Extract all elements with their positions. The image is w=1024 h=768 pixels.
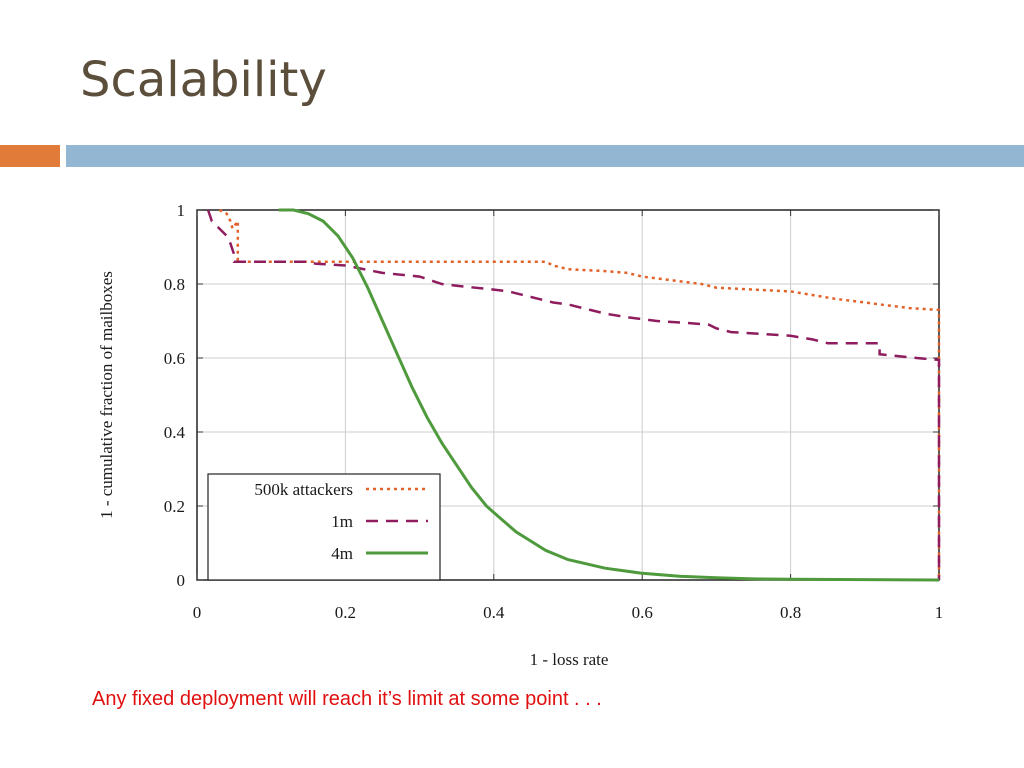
x-tick-label: 0.8 [780,603,801,622]
y-axis-label: 1 - cumulative fraction of mailboxes [97,271,116,519]
chart-ticks: 0 0.2 0.4 0.6 0.8 1 0 0.2 0.4 0.6 0.8 1 [164,201,944,622]
chart-legend: 500k attackers 1m 4m [207,473,441,581]
y-tick-label: 0.6 [164,349,185,368]
series-line-1 [206,209,941,580]
accent-bar-left [0,145,60,167]
legend-box [207,473,441,581]
x-tick-label: 1 [935,603,944,622]
chart-frame [196,209,940,581]
x-tick-label: 0 [193,603,202,622]
x-tick-label: 0.2 [335,603,356,622]
y-tick-label: 0.8 [164,275,185,294]
plot-frame [196,209,940,581]
series-line-2 [278,208,940,582]
slide-title: Scalability [80,52,327,108]
x-axis-label: 1 - loss rate [530,650,609,669]
y-tick-label: 0 [177,571,186,590]
slide-caption: Any fixed deployment will reach it’s lim… [92,688,602,710]
legend-label: 1m [331,512,353,531]
accent-bar-right [66,145,1024,167]
chart-series [206,208,941,582]
y-tick-label: 1 [177,201,186,220]
legend-label: 500k attackers [254,480,353,499]
y-tick-label: 0.4 [164,423,186,442]
legend-label: 4m [331,544,353,563]
x-tick-label: 0.6 [632,603,653,622]
y-tick-label: 0.2 [164,497,185,516]
x-tick-label: 0.4 [483,603,505,622]
chart-grid [197,210,939,580]
